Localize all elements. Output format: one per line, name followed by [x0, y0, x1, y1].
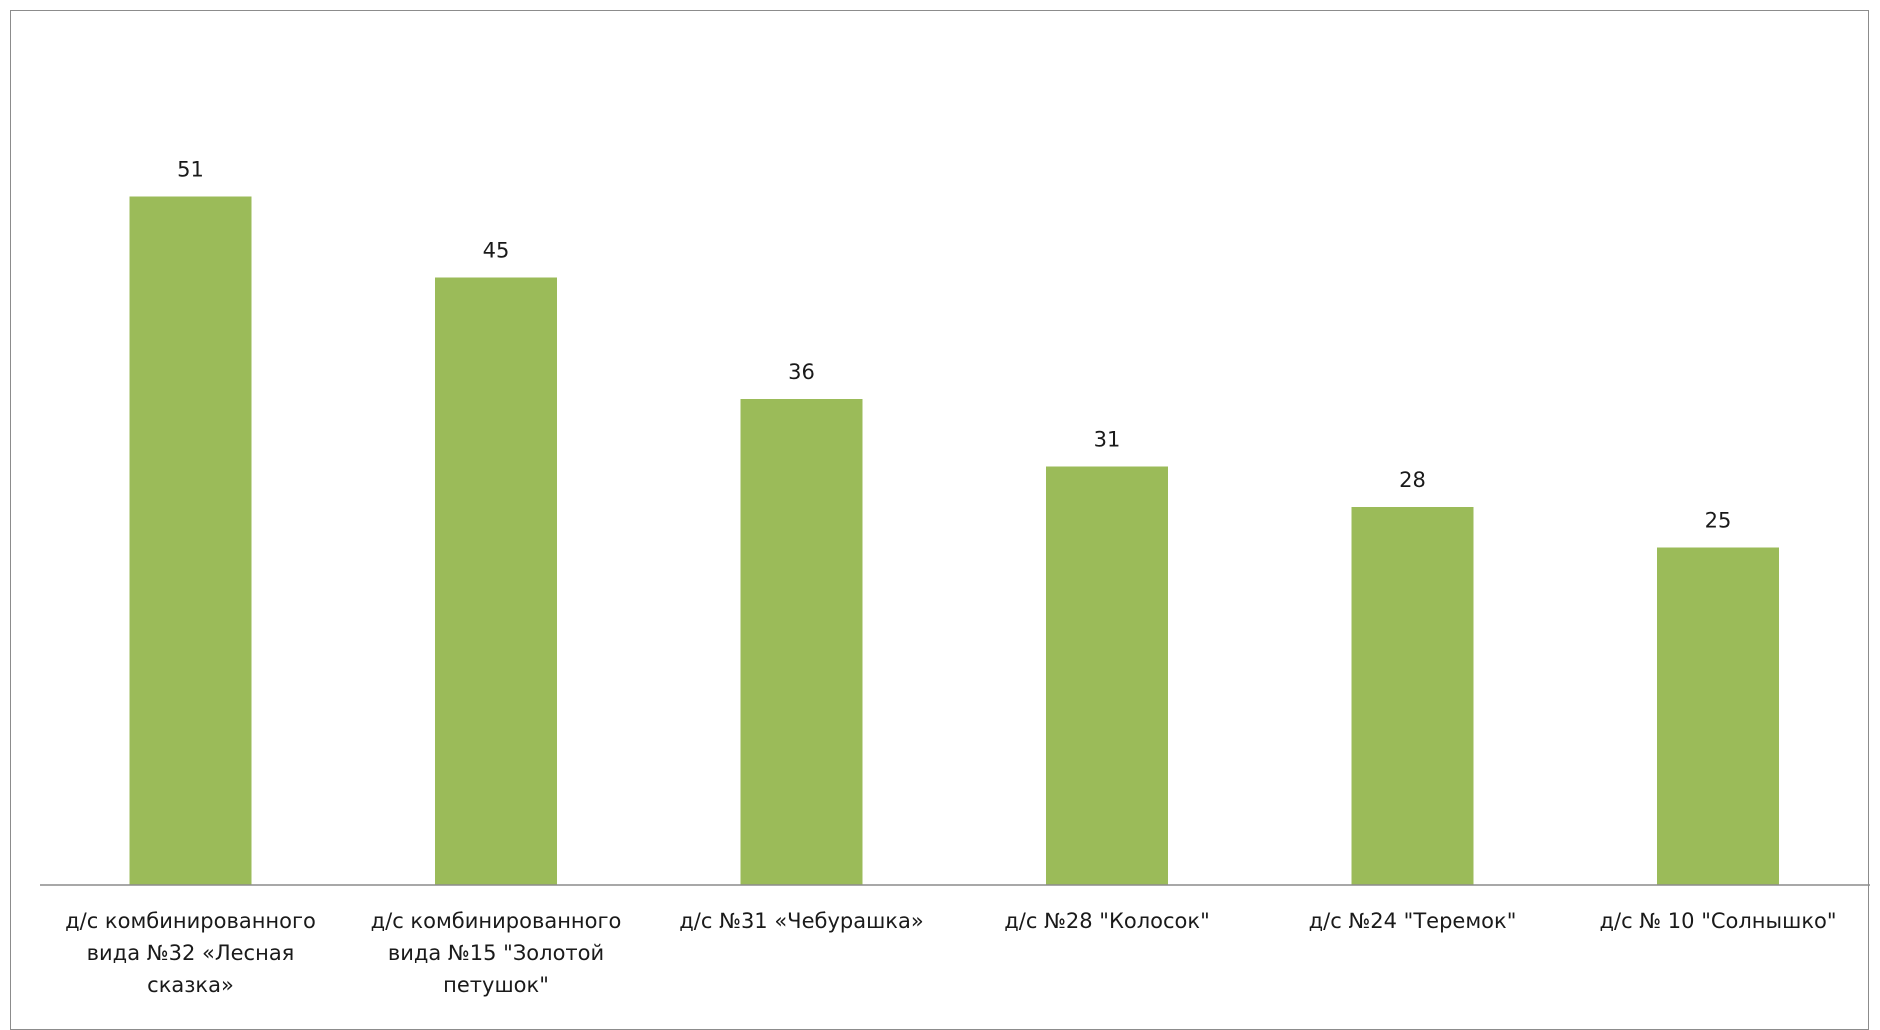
bar-1: [129, 196, 252, 885]
category-label-line: д/с комбинированного: [65, 909, 316, 933]
chart-area: [10, 10, 1869, 1030]
category-label-line: д/с №31 «Чебурашка»: [679, 909, 924, 933]
bar-4: [1046, 466, 1168, 885]
data-label-2: 45: [483, 239, 510, 263]
bar-3: [740, 399, 863, 885]
category-label-6: д/с № 10 "Солнышко": [1573, 905, 1863, 937]
bar-5: [1351, 507, 1474, 885]
data-labels-group: 51 45 36 31 28 25: [177, 158, 1731, 533]
category-label-5: д/с №24 "Теремок": [1268, 905, 1558, 937]
data-label-5: 28: [1399, 468, 1426, 492]
category-label-line: д/с №28 "Колосок": [1004, 909, 1210, 933]
category-label-line: д/с комбинированного: [370, 909, 622, 933]
bar-2: [435, 277, 557, 885]
category-label-3: д/с №31 «Чебурашка»: [657, 905, 947, 937]
category-label-2: д/с комбинированного вида №15 "Золотой пет…: [351, 905, 641, 1001]
data-label-4: 31: [1094, 428, 1121, 452]
data-label-1: 51: [177, 158, 204, 182]
category-label-line: петушок": [443, 973, 549, 997]
category-label-4: д/с №28 "Колосок": [962, 905, 1252, 937]
category-label-line: сказка»: [147, 973, 234, 997]
category-label-line: д/с №24 "Теремок": [1308, 909, 1517, 933]
category-label-line: д/с № 10 "Солнышко": [1599, 909, 1837, 933]
category-label-line: вида №32 «Лесная: [86, 941, 295, 965]
category-label-line: вида №15 "Золотой: [387, 941, 605, 965]
data-label-3: 36: [788, 360, 815, 384]
bar-6: [1657, 547, 1779, 885]
category-label-1: д/с комбинированного вида №32 «Лесная сказ…: [46, 905, 336, 1001]
data-label-6: 25: [1705, 509, 1732, 533]
bars-group: [129, 196, 1779, 885]
